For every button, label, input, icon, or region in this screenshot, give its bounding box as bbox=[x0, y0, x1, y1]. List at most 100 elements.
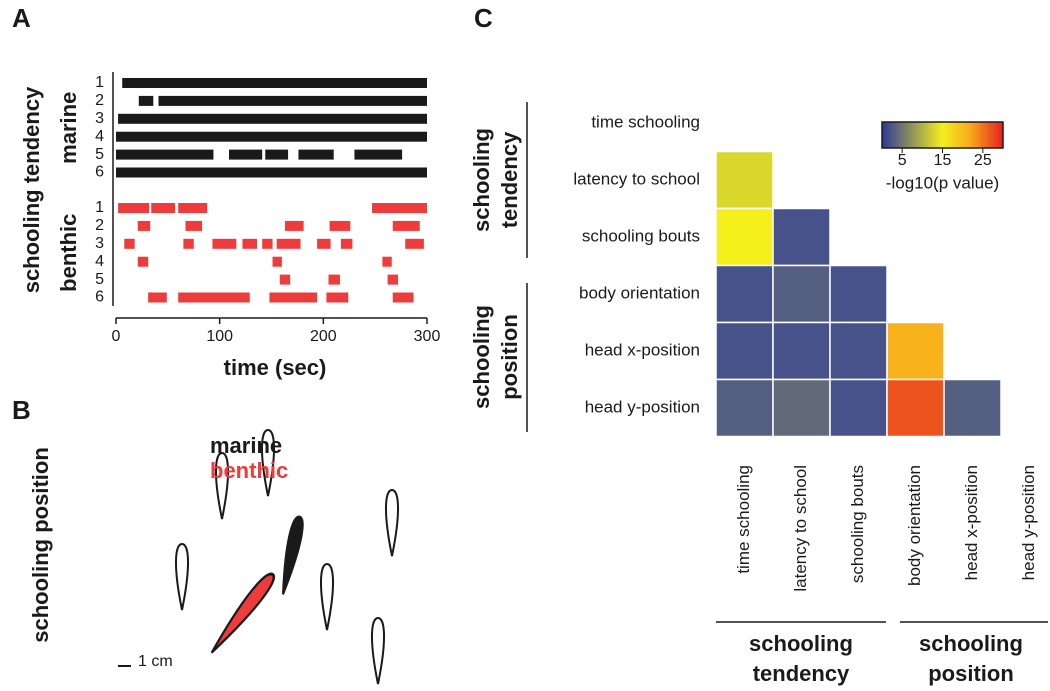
heatmap-cell bbox=[715, 378, 774, 438]
event-bar bbox=[276, 238, 301, 249]
group-label: tendency bbox=[497, 131, 522, 228]
row-label: head x-position bbox=[585, 340, 700, 359]
event-bar bbox=[387, 274, 398, 285]
colorbar bbox=[881, 121, 1004, 149]
heatmap-cell bbox=[772, 207, 831, 267]
event-bar bbox=[118, 113, 427, 124]
event-bar bbox=[212, 238, 237, 249]
x-tick-label: 0 bbox=[112, 328, 121, 345]
group-label: schooling bbox=[469, 128, 494, 232]
event-bar bbox=[354, 149, 403, 160]
event-bar bbox=[185, 220, 203, 231]
group-label: tendency bbox=[753, 661, 850, 686]
row-label: 1 bbox=[95, 74, 104, 91]
event-bar bbox=[137, 220, 151, 231]
x-axis-label: time (sec) bbox=[224, 355, 327, 380]
event-bar bbox=[116, 131, 427, 142]
heatmap-cell bbox=[886, 378, 945, 438]
event-bar bbox=[148, 292, 167, 303]
group-label: schooling bbox=[749, 631, 853, 656]
col-label: latency to school bbox=[791, 465, 810, 592]
heatmap-cell bbox=[715, 207, 774, 267]
fish bbox=[384, 489, 400, 557]
event-bar bbox=[372, 203, 427, 213]
heatmap-cell bbox=[943, 378, 1002, 438]
group-label: position bbox=[928, 661, 1014, 686]
panel-label: C bbox=[474, 3, 493, 33]
row-label: 4 bbox=[95, 128, 104, 145]
event-bar bbox=[328, 274, 340, 285]
event-bar bbox=[138, 95, 154, 106]
fish bbox=[370, 617, 386, 685]
row-label: body orientation bbox=[579, 283, 700, 302]
col-label: time schooling bbox=[734, 465, 753, 574]
event-bar bbox=[262, 238, 273, 249]
x-tick-label: 200 bbox=[310, 328, 337, 345]
panel-label: A bbox=[12, 3, 31, 33]
fish bbox=[174, 543, 190, 611]
group-label: position bbox=[497, 314, 522, 400]
event-bar bbox=[329, 220, 351, 231]
scale-bar-label: 1 cm bbox=[138, 653, 173, 670]
row-label: 6 bbox=[95, 164, 104, 181]
event-bar bbox=[178, 292, 250, 303]
event-bar bbox=[183, 238, 194, 249]
heatmap-cell bbox=[829, 264, 888, 324]
fish-benthic bbox=[205, 569, 280, 658]
row-label: 6 bbox=[95, 289, 104, 306]
heatmap-cell bbox=[886, 321, 945, 381]
row-label: 4 bbox=[95, 253, 104, 270]
event-bar bbox=[279, 274, 291, 285]
event-bar bbox=[382, 256, 392, 267]
heatmap-cell bbox=[772, 378, 831, 438]
row-label: time schooling bbox=[591, 112, 700, 131]
event-bar bbox=[317, 238, 331, 249]
event-bar bbox=[392, 220, 420, 231]
event-bar bbox=[405, 238, 424, 249]
fish-marine bbox=[275, 514, 307, 597]
row-label: schooling bouts bbox=[582, 226, 700, 245]
y-axis-label: schooling position bbox=[28, 447, 53, 643]
event-bar bbox=[228, 149, 263, 160]
colorbar-tick-label: 25 bbox=[974, 152, 992, 169]
panel-label: B bbox=[12, 395, 31, 425]
group-label: benthic bbox=[56, 214, 81, 292]
colorbar-tick-label: 5 bbox=[898, 152, 907, 169]
row-label: 2 bbox=[95, 217, 104, 234]
event-bar bbox=[392, 292, 414, 303]
row-label: head y-position bbox=[585, 397, 700, 416]
event-bar bbox=[116, 167, 427, 178]
x-tick-label: 100 bbox=[206, 328, 233, 345]
row-label: 3 bbox=[95, 235, 104, 252]
event-bar bbox=[284, 220, 304, 231]
group-label: schooling bbox=[919, 631, 1023, 656]
heatmap-cell bbox=[715, 150, 774, 210]
heatmap-cell bbox=[715, 264, 774, 324]
event-bar bbox=[122, 78, 427, 88]
group-label: schooling bbox=[469, 305, 494, 409]
heatmap-cell bbox=[772, 264, 831, 324]
row-label: latency to school bbox=[573, 169, 700, 188]
x-tick-label: 300 bbox=[414, 328, 441, 345]
event-bar bbox=[269, 292, 318, 303]
event-bar bbox=[118, 203, 150, 213]
group-label: marine bbox=[56, 92, 81, 164]
event-bar bbox=[137, 256, 149, 267]
event-bar bbox=[265, 149, 289, 160]
col-label: head y-position bbox=[1019, 465, 1038, 580]
event-bar bbox=[151, 203, 176, 213]
col-label: body orientation bbox=[905, 465, 924, 586]
event-bar bbox=[178, 203, 208, 213]
colorbar-tick-label: 15 bbox=[934, 152, 952, 169]
row-label: 1 bbox=[95, 199, 104, 216]
legend-entry: marine bbox=[210, 433, 282, 458]
event-bar bbox=[326, 292, 349, 303]
event-bar bbox=[272, 256, 282, 267]
fish bbox=[319, 563, 335, 631]
illustration: 1 cm schooling position bbox=[28, 429, 400, 685]
heatmap-cell bbox=[829, 378, 888, 438]
event-bar bbox=[242, 238, 257, 249]
y-axis-label: schooling tendency bbox=[19, 86, 44, 293]
col-label: schooling bouts bbox=[848, 465, 867, 583]
